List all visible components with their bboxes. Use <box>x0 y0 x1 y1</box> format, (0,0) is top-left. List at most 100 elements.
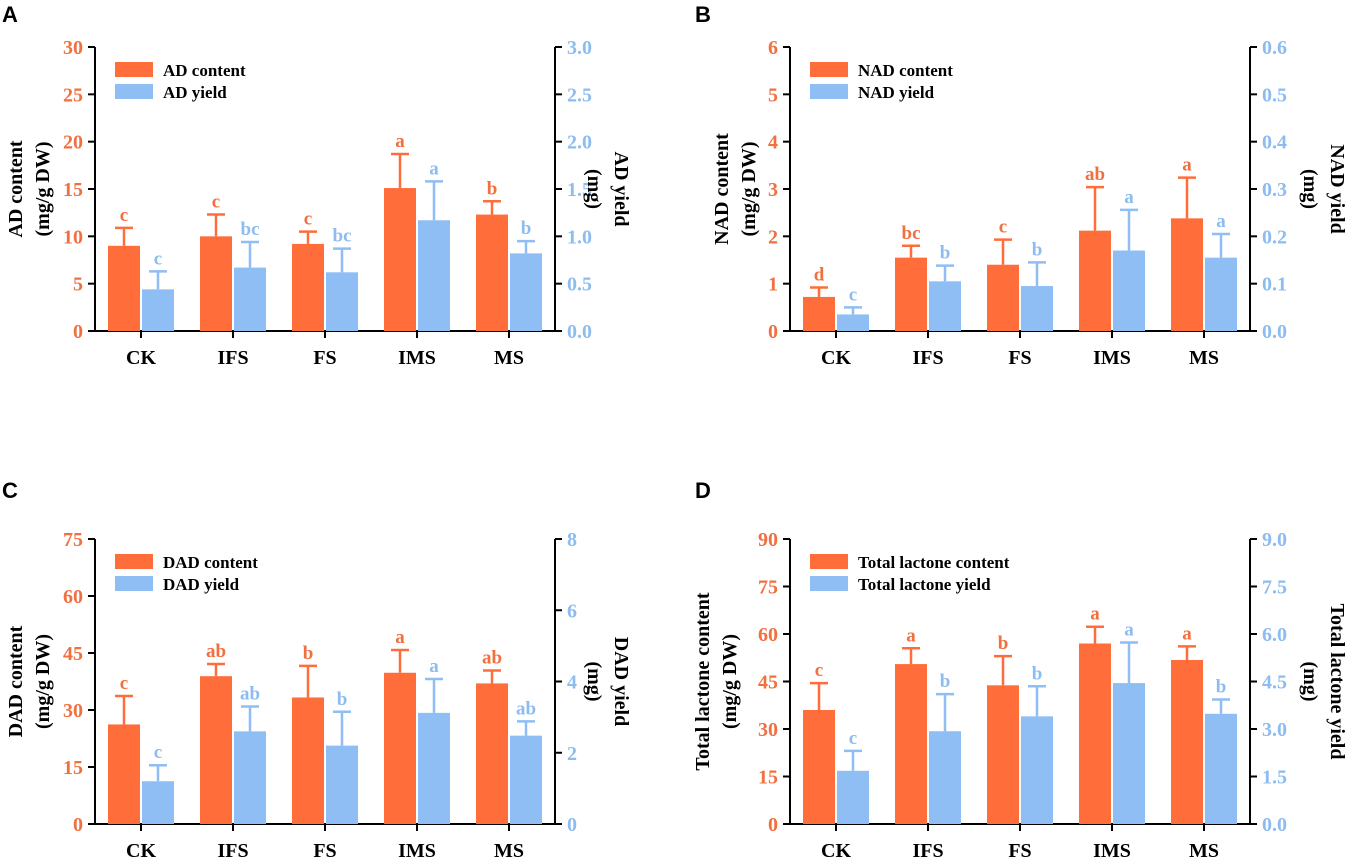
left-axis-title: NAD content (mg/g DW) <box>711 133 760 245</box>
significance-letter: bc <box>333 226 352 247</box>
category-label: FS <box>1008 347 1031 369</box>
right-tick-label: 0.2 <box>1262 226 1287 248</box>
bar-yield <box>234 267 266 331</box>
right-tick-label: 1.5 <box>567 179 592 201</box>
category-label: MS <box>494 347 524 369</box>
significance-letter: b <box>303 643 314 664</box>
category-label: CK <box>126 347 156 369</box>
right-tick-label: 2.5 <box>567 84 592 106</box>
significance-letter: a <box>429 656 439 677</box>
significance-letter: a <box>395 131 405 152</box>
category-label: FS <box>1008 840 1031 858</box>
significance-letter: ab <box>1085 164 1105 185</box>
left-tick-label: 2 <box>768 226 778 248</box>
left-tick-label: 6 <box>768 37 778 59</box>
bar-yield <box>326 272 358 331</box>
significance-letter: c <box>849 284 857 305</box>
bar-yield <box>418 220 450 331</box>
bar-yield <box>837 314 869 331</box>
bar-yield <box>510 253 542 331</box>
bar-content <box>476 683 508 824</box>
panel-letter: B <box>695 2 711 27</box>
right-tick-label: 0 <box>567 814 577 836</box>
right-tick-label: 0.0 <box>1262 321 1287 343</box>
right-tick-label: 0.1 <box>1262 274 1287 296</box>
significance-letter: c <box>154 248 162 269</box>
significance-letter: ab <box>206 641 226 662</box>
significance-letter: b <box>1216 677 1227 698</box>
legend-swatch <box>115 84 153 99</box>
bar-content <box>895 664 927 824</box>
bar-content <box>1171 218 1203 331</box>
panel-letter: D <box>695 478 711 503</box>
left-tick-label: 45 <box>63 643 83 665</box>
left-tick-label: 0 <box>768 814 778 836</box>
right-tick-label: 4.5 <box>1262 672 1287 694</box>
category-label: IFS <box>912 840 943 858</box>
right-tick-label: 6 <box>567 600 577 622</box>
significance-letter: b <box>337 689 348 710</box>
legend-swatch <box>115 576 153 591</box>
bar-yield <box>1113 683 1145 824</box>
significance-letter: bc <box>902 223 921 244</box>
right-tick-label: 8 <box>567 529 577 551</box>
bar-yield <box>1113 250 1145 331</box>
significance-letter: b <box>1032 239 1043 260</box>
significance-letter: c <box>212 192 220 213</box>
left-tick-label: 10 <box>63 226 83 248</box>
right-axis-title: Total lactone yield(mg) <box>1299 604 1348 760</box>
bar-content <box>108 245 140 331</box>
bar-content <box>803 296 835 331</box>
left-tick-label: 25 <box>63 84 83 106</box>
right-tick-label: 9.0 <box>1262 529 1287 551</box>
category-label: IMS <box>1093 840 1131 858</box>
significance-letter: c <box>154 742 162 763</box>
category-label: CK <box>821 347 851 369</box>
left-axis-title-line2: (mg/g DW) <box>32 142 54 237</box>
significance-letter: ab <box>482 647 502 668</box>
significance-letter: ab <box>516 698 536 719</box>
category-label: IFS <box>217 347 248 369</box>
right-tick-label: 7.5 <box>1262 577 1287 599</box>
left-tick-label: 15 <box>63 179 83 201</box>
category-label: IMS <box>1093 347 1131 369</box>
bar-content <box>1079 643 1111 824</box>
bar-content <box>987 264 1019 331</box>
significance-letter: a <box>1124 620 1134 641</box>
bar-yield <box>234 731 266 824</box>
bar-content <box>987 685 1019 824</box>
chart-panel-d: D 0 15 30 45 60 75 90 0.0 1.5 3.0 4.5 6.0 7.5 9.0 Total… <box>692 478 1348 858</box>
right-tick-label: 3.0 <box>1262 719 1287 741</box>
right-tick-label: 6.0 <box>1262 624 1287 646</box>
category-label: FS <box>313 347 336 369</box>
left-tick-label: 5 <box>768 84 778 106</box>
bar-yield <box>837 770 869 824</box>
legend-label: AD content <box>163 61 246 80</box>
right-axis-title: DAD yield(mg) <box>583 637 632 726</box>
right-tick-label: 3.0 <box>567 37 592 59</box>
bar-content <box>292 697 324 824</box>
category-label: IFS <box>217 840 248 858</box>
left-tick-label: 15 <box>758 767 778 789</box>
legend-label: NAD content <box>858 61 953 80</box>
left-tick-label: 4 <box>768 132 778 154</box>
legend-swatch <box>810 84 848 99</box>
right-axis-title-line2: (mg) <box>1299 169 1321 209</box>
bar-content <box>384 188 416 331</box>
bar-yield <box>929 731 961 824</box>
right-tick-label: 0.3 <box>1262 179 1287 201</box>
significance-letter: a <box>1182 155 1192 176</box>
right-axis-title-line1: Total lactone yield <box>1326 604 1348 760</box>
bar-content <box>1079 230 1111 331</box>
chart-panel-b: B 0 1 2 3 4 5 6 0.0 0.1 0.2 0.3 0.4 0.5 0.6 NAD content… <box>695 2 1348 369</box>
left-tick-label: 90 <box>758 529 778 551</box>
right-tick-label: 0.0 <box>1262 814 1287 836</box>
left-tick-label: 0 <box>73 814 83 836</box>
left-tick-label: 1 <box>768 274 778 296</box>
left-axis-title-line2: (mg/g DW) <box>719 634 741 729</box>
right-axis-title-line1: NAD yield <box>1326 144 1348 233</box>
significance-letter: c <box>304 209 312 230</box>
category-label: MS <box>1189 840 1219 858</box>
left-tick-label: 5 <box>73 274 83 296</box>
